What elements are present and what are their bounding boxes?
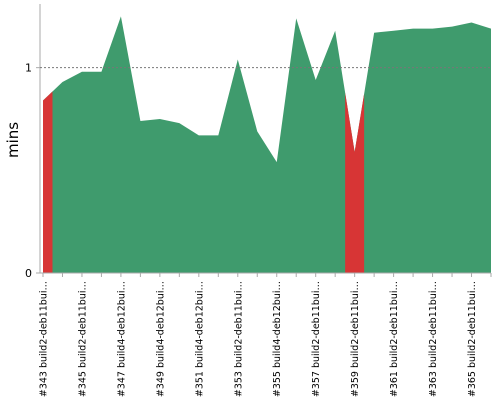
x-tick-label: #355 build4-deb12bui… <box>272 281 283 397</box>
x-tick-label: #347 build4-deb12bui… <box>116 281 127 397</box>
y-tick-label: 0 <box>25 267 32 280</box>
x-tick-label: #345 build2-deb11bui… <box>77 281 88 397</box>
y-axis-label: mins <box>4 122 22 158</box>
x-tick-label: #359 build2-deb11bui… <box>350 281 361 397</box>
x-tick-label: #351 build4-deb12bui… <box>194 281 205 397</box>
x-tick-label: #343 build2-deb11bui… <box>39 281 50 397</box>
failure-area <box>345 92 365 273</box>
x-tick-label: #365 build2-deb11bui… <box>467 281 478 397</box>
duration-areas <box>43 16 491 273</box>
y-tick-label: 1 <box>25 62 32 75</box>
chart-axes <box>39 4 491 274</box>
x-tick-label: #353 build2-deb11bui… <box>233 281 244 397</box>
x-axis-ticks: #343 build2-deb11bui… #345 build2-deb11bu… <box>39 273 492 397</box>
x-tick-label: #363 build2-deb11bui… <box>428 281 439 397</box>
success-area <box>43 16 491 273</box>
x-tick-label: #361 build2-deb11bui… <box>389 281 400 397</box>
x-tick-label: #349 build4-deb12bui… <box>155 281 166 397</box>
x-tick-label: #357 build2-deb11bui… <box>311 281 322 397</box>
failure-area <box>43 91 53 273</box>
y-axis-ticks: 01 <box>25 62 40 280</box>
